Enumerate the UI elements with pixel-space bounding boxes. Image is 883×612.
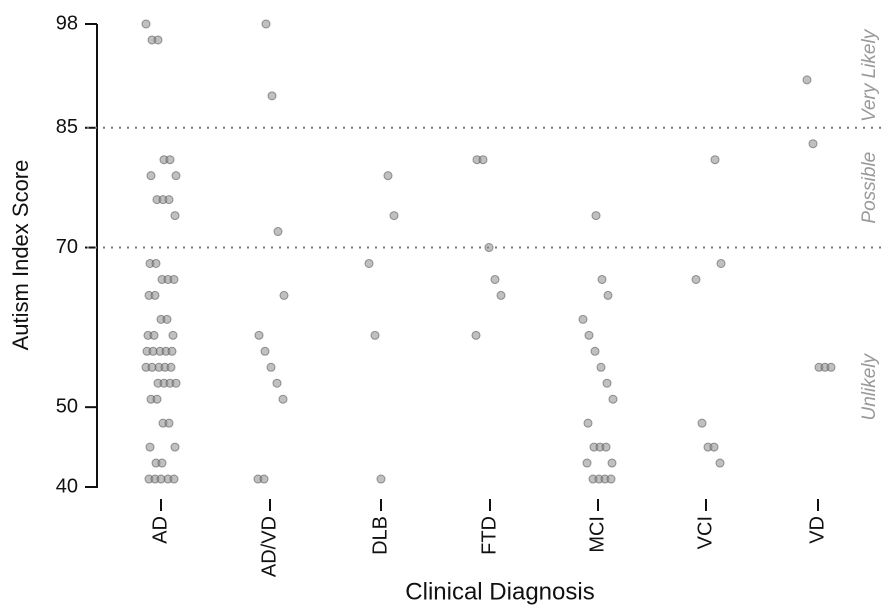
data-point <box>162 314 172 324</box>
data-point <box>171 378 181 388</box>
data-point <box>606 474 616 484</box>
data-point <box>151 258 161 268</box>
data-point <box>808 139 818 149</box>
data-point <box>149 330 159 340</box>
data-point <box>802 75 812 85</box>
data-point <box>597 274 607 284</box>
data-point <box>164 195 174 205</box>
data-point <box>710 155 720 165</box>
region-label: Possible <box>859 152 880 224</box>
x-tick-label: DLB <box>369 516 391 555</box>
region-label: Unlikely <box>859 353 880 421</box>
data-point <box>383 171 393 181</box>
x-tick-label: AD <box>149 516 171 544</box>
x-tick-label: VD <box>806 516 828 544</box>
data-point <box>715 458 725 468</box>
y-tick-label: 98 <box>56 12 78 34</box>
y-tick-label: 85 <box>56 116 78 138</box>
x-tick-label: VCI <box>694 516 716 549</box>
data-point <box>471 330 481 340</box>
data-point <box>260 346 270 356</box>
data-point <box>602 378 612 388</box>
data-point <box>278 394 288 404</box>
data-point <box>826 362 836 372</box>
data-point <box>478 155 488 165</box>
data-point <box>591 211 601 221</box>
data-point <box>171 171 181 181</box>
data-point <box>273 227 283 237</box>
data-point <box>389 211 399 221</box>
data-point <box>370 330 380 340</box>
x-tick-label: MCI <box>586 516 608 553</box>
data-point <box>496 290 506 300</box>
data-point <box>584 330 594 340</box>
data-point <box>267 91 277 101</box>
data-point <box>608 394 618 404</box>
x-axis-title: Clinical Diagnosis <box>405 578 594 605</box>
data-point <box>156 474 166 484</box>
data-point <box>166 362 176 372</box>
data-point <box>691 274 701 284</box>
data-point <box>607 458 617 468</box>
data-point <box>582 458 592 468</box>
y-tick-label: 50 <box>56 395 78 417</box>
data-point <box>376 474 386 484</box>
data-point <box>157 458 167 468</box>
data-point <box>603 290 613 300</box>
x-tick-label: AD/VD <box>258 516 280 577</box>
y-axis-title: Autism Index Score <box>8 160 33 351</box>
data-point <box>266 362 276 372</box>
data-point <box>490 274 500 284</box>
data-point <box>150 290 160 300</box>
data-point <box>164 418 174 428</box>
data-point <box>147 362 157 372</box>
data-point <box>169 274 179 284</box>
data-point <box>601 442 611 452</box>
x-tick-label: FTD <box>478 516 500 555</box>
data-point <box>167 346 177 356</box>
data-point <box>279 290 289 300</box>
data-point <box>261 19 271 29</box>
data-point <box>169 474 179 484</box>
data-point <box>484 243 494 253</box>
data-point <box>145 442 155 452</box>
data-point <box>596 362 606 372</box>
data-point <box>272 378 282 388</box>
data-point <box>148 346 158 356</box>
data-point <box>152 394 162 404</box>
data-point <box>170 211 180 221</box>
data-point <box>697 418 707 428</box>
data-point <box>578 314 588 324</box>
data-point <box>141 19 151 29</box>
data-point <box>583 418 593 428</box>
y-tick-label: 70 <box>56 236 78 258</box>
data-point <box>590 346 600 356</box>
data-point <box>259 474 269 484</box>
y-tick-label: 40 <box>56 475 78 497</box>
data-point <box>254 330 264 340</box>
data-point <box>153 35 163 45</box>
data-point <box>165 155 175 165</box>
data-point <box>364 258 374 268</box>
region-label: Very Likely <box>859 28 880 122</box>
data-point <box>168 330 178 340</box>
data-point <box>716 258 726 268</box>
data-point <box>170 442 180 452</box>
data-point <box>709 442 719 452</box>
data-point <box>146 171 156 181</box>
